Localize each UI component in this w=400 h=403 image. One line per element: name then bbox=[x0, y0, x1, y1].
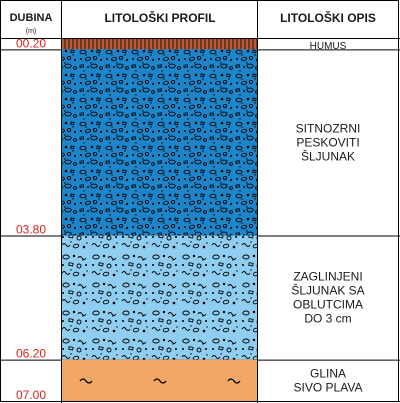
depth-label: 06.20 bbox=[16, 347, 46, 361]
layer-description-line: ŠLJUNAK SA bbox=[291, 283, 364, 298]
layers: 00.20 HUMUS03.80SITNOZRNIPESKOVITIŠLJUNAK… bbox=[0, 36, 400, 402]
layer-description-line: PESKOVITI bbox=[296, 135, 359, 149]
layer-description-line: ŠLJUNAK bbox=[301, 148, 355, 163]
depth-label: 07.00 bbox=[16, 388, 46, 402]
layer-glina-fill bbox=[62, 359, 257, 401]
layer-description-line: HUMUS bbox=[310, 41, 347, 52]
layer-humus-fill bbox=[62, 39, 257, 50]
layer-description-line: ZAGLINJENI bbox=[293, 270, 362, 284]
layer-description-line: OBLUTCIMA bbox=[293, 298, 363, 312]
layer-description-line: SIVO PLAVA bbox=[294, 380, 363, 394]
layer-description-line: DO 3 cm bbox=[304, 312, 351, 326]
layer-description-line: SITNOZRNI bbox=[296, 121, 361, 135]
layer-sitnozrni-fill bbox=[62, 49, 257, 236]
profile-column-title: LITOLOŠKI PROFIL bbox=[104, 10, 215, 25]
layer-zaglinjeni-fill bbox=[62, 235, 257, 360]
description-column-title: LITOLOŠKI OPIS bbox=[280, 10, 376, 25]
depth-unit-label: (m) bbox=[26, 28, 37, 35]
depth-label: 00.20 bbox=[16, 36, 46, 50]
header-row: DUBINA (m) LITOLOŠKI PROFIL LITOLOŠKI OP… bbox=[10, 10, 376, 35]
depth-label: 03.80 bbox=[16, 223, 46, 237]
layer-description-line: GLINA bbox=[310, 366, 346, 380]
depth-column-title: DUBINA bbox=[10, 12, 53, 24]
